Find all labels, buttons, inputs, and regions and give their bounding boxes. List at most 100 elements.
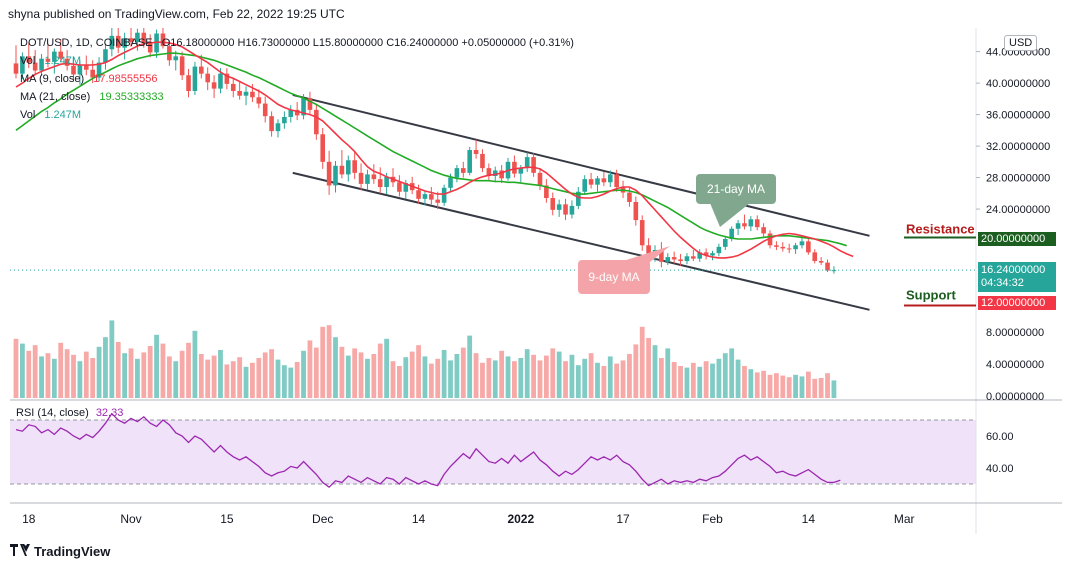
candle-body (435, 199, 441, 203)
candle (422, 190, 428, 206)
candle-body (748, 219, 754, 227)
candle (754, 215, 760, 231)
volume-bar (422, 356, 428, 398)
volume-bar (224, 364, 230, 398)
candle-body (333, 165, 338, 186)
volume-bar (397, 366, 402, 398)
price-tick-label: 36.00000000 (986, 110, 1050, 122)
candle-body (205, 73, 210, 83)
candle-body (256, 97, 262, 104)
candle (799, 238, 805, 249)
volume-bar (58, 342, 64, 398)
candle-body (224, 73, 230, 84)
vol-label[interactable]: Vol (20, 55, 36, 67)
candle (224, 68, 230, 90)
axis-layer: 44.0000000040.0000000036.0000000032.0000… (22, 47, 1050, 526)
volume-bar (198, 354, 204, 398)
candle-body (761, 227, 766, 234)
volume-bar (403, 357, 409, 398)
volume-bar (77, 361, 83, 398)
candle-body (678, 259, 683, 262)
candle (544, 179, 549, 203)
candle (454, 164, 460, 183)
volume-bar (665, 348, 671, 398)
volume-bar (371, 354, 377, 398)
candle-body (448, 177, 453, 188)
candle (767, 230, 773, 249)
rsi-line (15, 412, 841, 489)
candle (256, 89, 262, 109)
candle (186, 68, 191, 98)
time-tick-label: 14 (412, 512, 426, 526)
candle-body (793, 245, 798, 250)
candle (250, 83, 255, 102)
channel-layer (292, 93, 870, 311)
volume-bar (556, 351, 562, 398)
volume-bar (735, 359, 741, 398)
volume-bar (135, 358, 140, 398)
candle-body (806, 241, 811, 253)
candle-body (358, 172, 364, 184)
candle-body (128, 38, 134, 43)
time-tick-label: Mar (894, 512, 915, 526)
volume-bar (805, 371, 811, 398)
candle (806, 238, 811, 255)
volume-bar (646, 338, 652, 398)
volume-bar (115, 342, 121, 398)
vol2-label[interactable]: Vol (20, 109, 36, 121)
candle (371, 164, 377, 184)
candle-body (544, 185, 549, 199)
volume-bar (492, 360, 498, 398)
candle-body (454, 168, 460, 178)
candle (64, 50, 70, 71)
price-chart[interactable]: 44.0000000040.0000000036.0000000032.0000… (10, 28, 1062, 534)
volume-bar (831, 380, 837, 398)
symbol-label[interactable]: DOT/USD, 1D, COINBASE (20, 37, 153, 49)
candle (237, 81, 242, 100)
candle-body (556, 204, 562, 210)
chart-frame[interactable]: 44.00000000 40.00000000 36.00000000 32.0000… (10, 28, 1062, 534)
current-price-value: 16.24000000 (981, 264, 1046, 276)
volume-bar (531, 354, 536, 398)
candle (825, 259, 830, 273)
candle-body (13, 63, 19, 74)
volume-bar (26, 350, 32, 398)
candle (467, 146, 472, 176)
candle (563, 198, 568, 221)
candle (703, 248, 709, 260)
tradingview-brand: TradingView (34, 544, 111, 559)
volume-bar (416, 345, 421, 398)
candle-body (742, 223, 747, 227)
candle-body (365, 174, 370, 184)
currency-button[interactable]: USD (1004, 35, 1038, 51)
volume-bar (448, 360, 453, 398)
candle-body (307, 98, 313, 110)
ma9-line (15, 41, 854, 259)
candle (633, 196, 639, 226)
candle (722, 235, 728, 250)
candle (710, 250, 715, 261)
volume-bar (384, 338, 390, 398)
candle (320, 127, 326, 169)
candle (818, 257, 824, 265)
candle-body (416, 190, 421, 199)
volume-bar (51, 358, 57, 398)
candle-body (486, 168, 492, 176)
candle-body (671, 257, 677, 260)
volume-bar (818, 378, 824, 398)
candle-body (601, 178, 607, 183)
ma21-label[interactable]: MA (21, close) (20, 91, 91, 103)
volume-bar (460, 347, 466, 398)
rsi-label[interactable]: RSI (14, close) (16, 407, 89, 419)
tradingview-logo[interactable]: TradingView (10, 544, 110, 559)
candle-body (722, 238, 728, 247)
volume-bar (262, 352, 268, 398)
candle-body (537, 172, 543, 186)
candle (620, 180, 626, 199)
candle-body (288, 109, 294, 117)
candle (531, 153, 536, 177)
candle (691, 250, 696, 262)
candle-body (39, 58, 44, 71)
ma9-label[interactable]: MA (9, close) (20, 73, 85, 85)
candle-body (550, 198, 556, 210)
